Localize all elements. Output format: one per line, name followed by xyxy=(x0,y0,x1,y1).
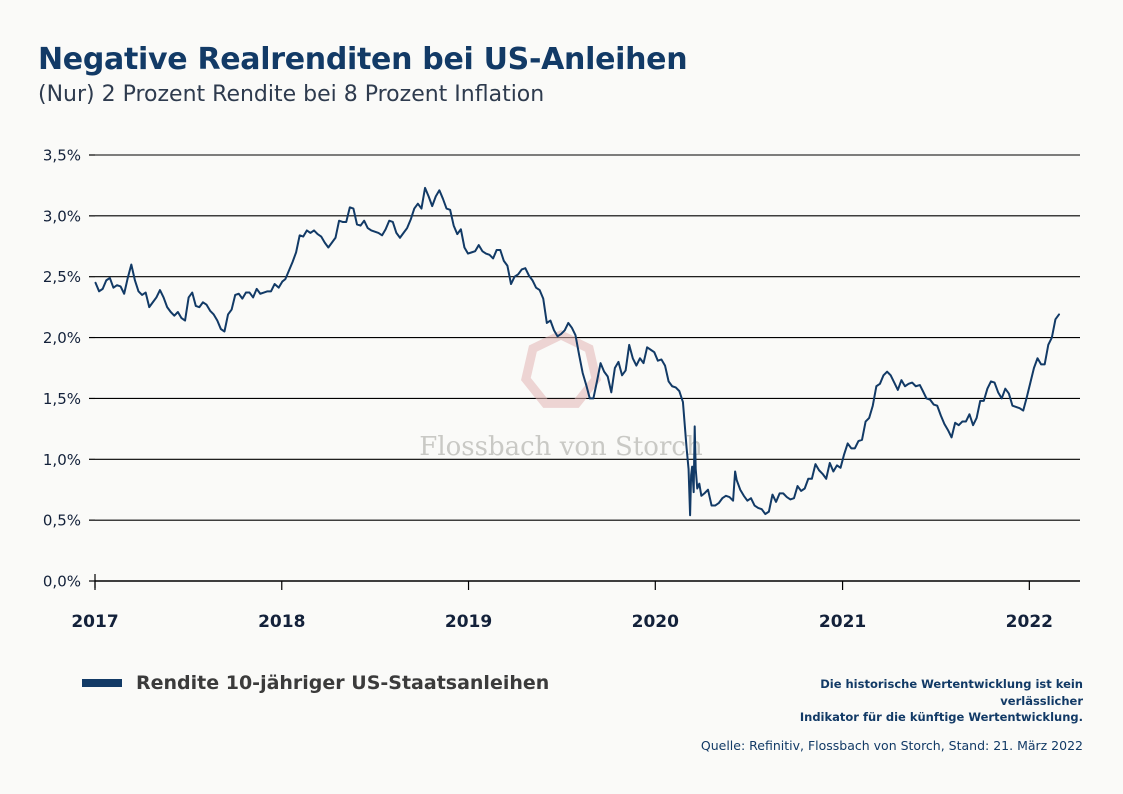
x-tick-label: 2020 xyxy=(632,612,679,632)
disclaimer-note: Die historische Wertentwicklung ist kein… xyxy=(753,676,1083,726)
y-tick-label: 3,0% xyxy=(43,207,81,225)
y-axis-tick-labels: 0,0% 0,5% 1,0% 1,5% 2,0% 2,5% 3,0% 3,5% xyxy=(43,147,81,591)
y-tick-label: 0,0% xyxy=(43,573,81,591)
watermark-label: Flossbach von Storch xyxy=(419,432,703,462)
x-axis-tick-labels: 2017 2018 2019 2020 2021 2022 xyxy=(71,612,1053,632)
y-tick-label: 3,5% xyxy=(43,147,81,165)
x-tick-label: 2017 xyxy=(71,612,118,632)
source-note: Quelle: Refinitiv, Flossbach von Storch,… xyxy=(700,738,1083,753)
y-tick-label: 1,0% xyxy=(43,451,81,469)
y-tick-label: 0,5% xyxy=(43,512,81,530)
x-tick-label: 2018 xyxy=(258,612,305,632)
x-tick-label: 2022 xyxy=(1006,612,1053,632)
disclaimer-line-2: Indikator für die künftige Wertentwicklu… xyxy=(799,710,1083,725)
x-tick-label: 2019 xyxy=(445,612,492,632)
y-tick-label: 2,0% xyxy=(43,329,81,347)
chart-header: Negative Realrenditen bei US-Anleihen (N… xyxy=(38,44,1078,107)
x-axis xyxy=(94,581,1030,590)
disclaimer-line-1: Die historische Wertentwicklung ist kein… xyxy=(820,677,1083,708)
watermark: Flossbach von Storch xyxy=(419,330,703,462)
legend-swatch-us-10y xyxy=(82,679,122,687)
data-series xyxy=(94,186,1061,517)
page-title: Negative Realrenditen bei US-Anleihen xyxy=(38,42,688,77)
y-tick-label: 1,5% xyxy=(43,390,81,408)
gridlines xyxy=(89,154,1080,588)
legend-label-us-10y: Rendite 10-jähriger US-Staatsanleihen xyxy=(136,672,550,694)
chart-legend: Rendite 10-jähriger US-Staatsanleihen xyxy=(82,672,549,694)
y-tick-label: 2,5% xyxy=(43,268,81,286)
chart-subtitle: (Nur) 2 Prozent Rendite bei 8 Prozent In… xyxy=(38,81,545,107)
x-tick-label: 2021 xyxy=(819,612,866,632)
series-line-us-10y xyxy=(94,186,1061,517)
heptagon-logo xyxy=(521,330,601,408)
